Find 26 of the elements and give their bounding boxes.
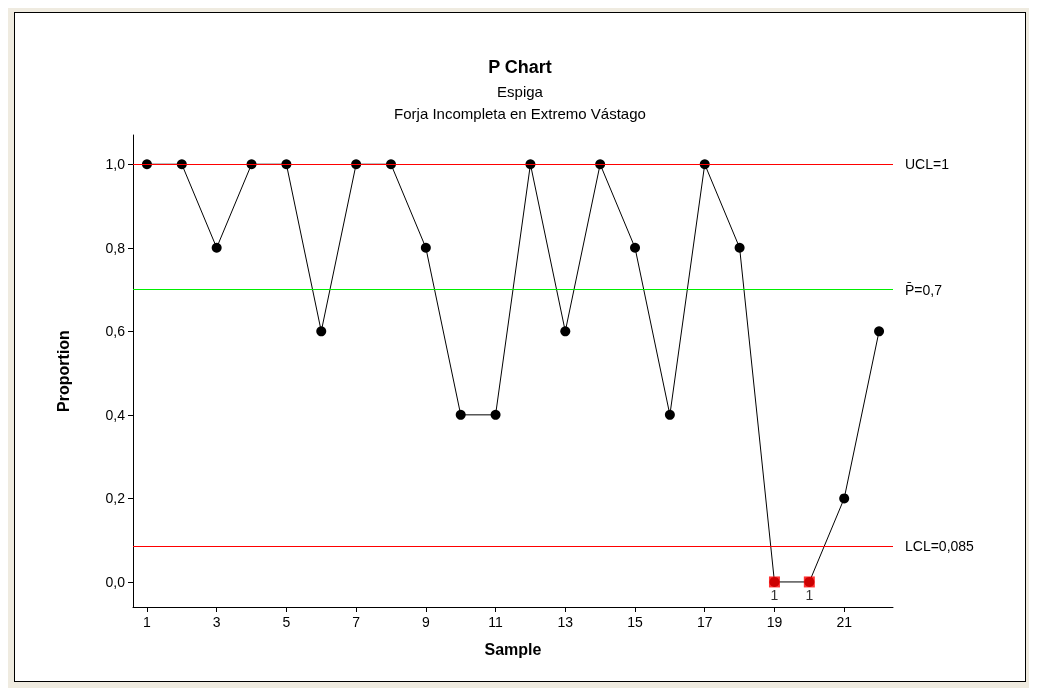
x-tick-label: 7 — [352, 614, 361, 630]
y-tick-label: 0,0 — [105, 573, 126, 590]
x-tick-label: 15 — [627, 614, 644, 630]
x-axis-title: Sample — [484, 640, 542, 658]
x-tick-label: 17 — [696, 614, 713, 630]
annotation: 1 — [805, 586, 814, 603]
x-tick-label: 13 — [557, 614, 574, 630]
ref-line-label: UCL=1 — [905, 156, 950, 173]
x-tick-label: 21 — [836, 614, 853, 630]
x-tick-label: 5 — [282, 614, 291, 630]
ref-line-label: LCL=0,085 — [905, 538, 975, 555]
x-tick-label: 1 — [143, 614, 152, 630]
chart-subtitle: Espiga Forja Incompleta en Extremo Vástago — [394, 82, 646, 122]
x-tick-label: 9 — [421, 614, 430, 630]
x-tick-label: 19 — [766, 614, 783, 630]
y-tick-label: 1,0 — [105, 156, 126, 173]
y-axis-title: Proportion — [54, 330, 72, 412]
chart-title: P Chart — [488, 57, 552, 77]
ref-line-label: P̄=0,7 — [905, 281, 943, 298]
y-tick-label: 0,6 — [105, 323, 126, 340]
annotation: 1 — [770, 586, 779, 603]
x-tick-label: 3 — [212, 614, 221, 630]
x-tick-label: 11 — [488, 614, 504, 630]
y-tick-label: 0,4 — [105, 406, 126, 423]
y-tick-label: 0,8 — [105, 239, 126, 256]
y-tick-label: 0,2 — [105, 490, 126, 507]
